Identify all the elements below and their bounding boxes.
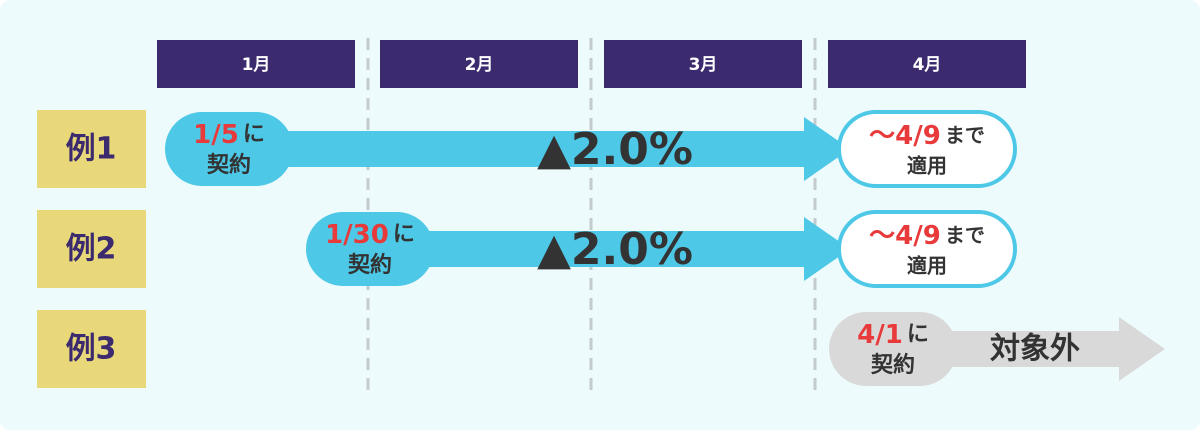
end-action: 適用 (907, 154, 947, 178)
end-pill (837, 110, 1017, 188)
arrow (285, 117, 850, 181)
start-text: 4/1 に (857, 320, 929, 350)
start-date: 4/1 (857, 320, 903, 350)
arrow-label: ▲2.0% (537, 224, 693, 275)
end-pill (837, 210, 1017, 288)
month-label: 4月 (913, 55, 942, 75)
month-header (157, 40, 355, 88)
start-action: 契約 (870, 352, 915, 378)
month-header (828, 40, 1026, 88)
start-pill (165, 112, 293, 186)
start-suffix: に (243, 122, 265, 147)
end-text: 〜4/9 まで (869, 121, 985, 151)
end-date: 〜4/9 (869, 121, 941, 151)
end-text: 〜4/9 まで (869, 221, 985, 251)
end-suffix: まで (945, 223, 985, 247)
row-label: 例1 (66, 132, 117, 167)
start-pill (829, 312, 957, 386)
start-action: 契約 (347, 252, 392, 278)
month-label: 3月 (689, 55, 718, 75)
start-pill (306, 212, 434, 286)
month-header (604, 40, 802, 88)
start-action: 契約 (206, 152, 251, 178)
end-date: 〜4/9 (869, 221, 941, 251)
arrow (949, 317, 1165, 381)
start-text: 1/5 に (193, 120, 265, 150)
row-label-box (37, 210, 146, 288)
start-suffix: に (393, 222, 415, 247)
row-label: 例3 (66, 332, 117, 367)
start-suffix: に (907, 322, 929, 347)
row-label: 例2 (66, 232, 117, 267)
month-label: 1月 (242, 55, 271, 75)
row-label-box (37, 310, 146, 388)
month-label: 2月 (465, 55, 494, 75)
arrow (426, 217, 850, 281)
end-suffix: まで (945, 123, 985, 147)
end-action: 適用 (907, 254, 947, 278)
start-date: 1/30 (325, 220, 389, 250)
row-label-box (37, 110, 146, 188)
arrow-label: 対象外 (990, 332, 1080, 367)
start-date: 1/5 (193, 120, 239, 150)
start-text: 1/30 に (325, 220, 415, 250)
arrow-label: ▲2.0% (537, 124, 693, 175)
month-header (380, 40, 578, 88)
